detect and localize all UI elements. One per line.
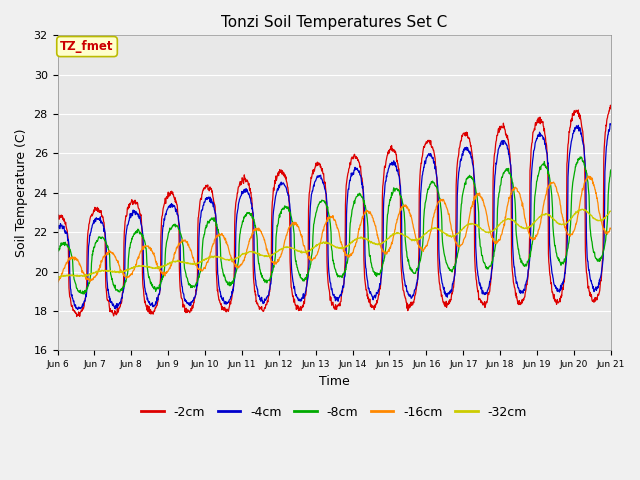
Y-axis label: Soil Temperature (C): Soil Temperature (C)	[15, 129, 28, 257]
Text: TZ_fmet: TZ_fmet	[60, 40, 114, 53]
Title: Tonzi Soil Temperatures Set C: Tonzi Soil Temperatures Set C	[221, 15, 447, 30]
X-axis label: Time: Time	[319, 375, 349, 388]
Legend: -2cm, -4cm, -8cm, -16cm, -32cm: -2cm, -4cm, -8cm, -16cm, -32cm	[136, 401, 532, 424]
